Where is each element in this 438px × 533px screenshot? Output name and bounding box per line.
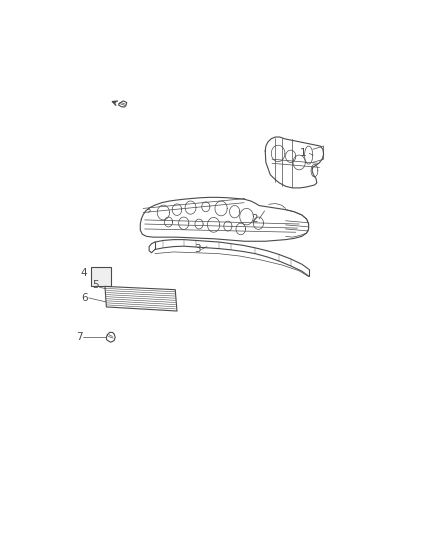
- Text: 1: 1: [300, 148, 307, 158]
- Bar: [92, 266, 111, 286]
- Text: 2: 2: [251, 214, 258, 224]
- Text: 4: 4: [80, 268, 87, 278]
- Text: 6: 6: [81, 293, 88, 303]
- Text: 7: 7: [76, 332, 83, 342]
- Text: 5: 5: [92, 280, 99, 290]
- Text: 3: 3: [194, 245, 201, 254]
